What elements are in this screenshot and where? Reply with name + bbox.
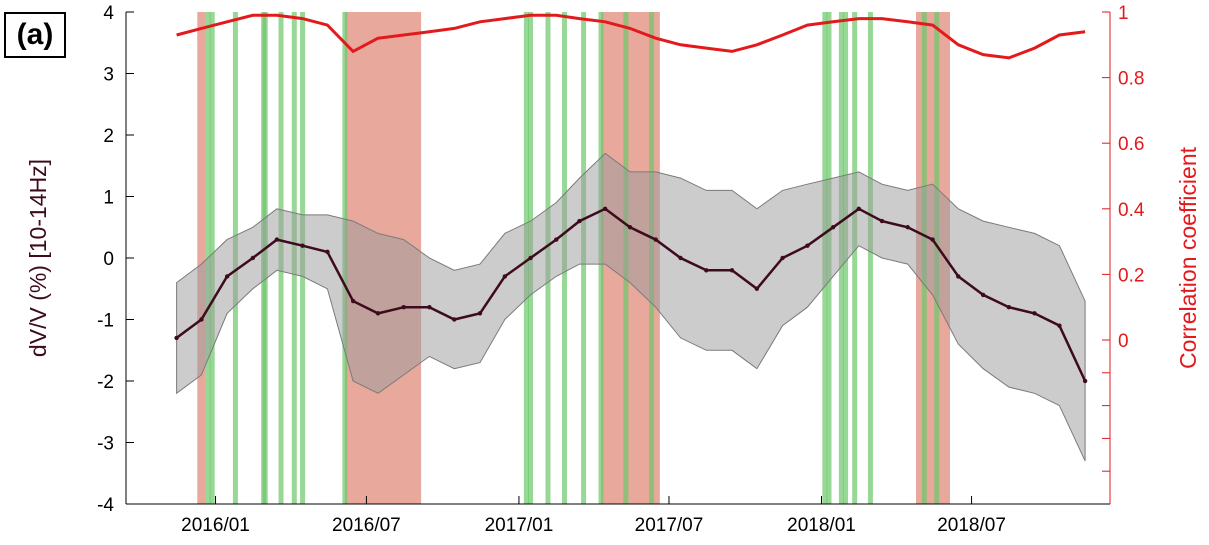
dvv-uncertainty-band	[176, 152, 1086, 462]
dvv-point	[627, 225, 633, 230]
y-left-tick-label: 0	[103, 249, 114, 270]
dvv-point	[780, 255, 785, 261]
dvv-point	[224, 274, 230, 279]
green-event-marker	[852, 12, 858, 504]
dvv-point	[678, 255, 683, 261]
y-left-tick-label: 2	[103, 126, 114, 147]
dvv-point	[477, 311, 483, 316]
dvv-point	[602, 206, 608, 211]
dvv-point	[754, 286, 760, 291]
dvv-point	[1006, 305, 1012, 310]
y-axis-right-title: Correlation coefficient	[1175, 146, 1201, 369]
y-left-tick-label: 4	[103, 3, 114, 24]
y-left-tick-label: -2	[97, 372, 114, 393]
dvv-point	[1057, 323, 1062, 328]
dvv-point	[905, 225, 910, 230]
dvv-point	[1082, 378, 1088, 384]
dvv-point	[729, 268, 735, 273]
dvv-point	[856, 206, 862, 211]
y-right-tick-label: 0.4	[1118, 200, 1145, 221]
dvv-point	[300, 243, 305, 248]
y-left-tick-label: -3	[97, 434, 114, 455]
x-tick-label: 2017/01	[485, 515, 554, 536]
y-right-tick-label: 0.6	[1118, 134, 1144, 155]
dvv-point	[528, 255, 533, 261]
dvv-point	[1032, 311, 1037, 316]
dvv-point	[174, 335, 179, 341]
x-tick-label: 2016/07	[332, 515, 401, 536]
correlation-series-line	[176, 13, 1086, 60]
y-right-tick-label: 0.2	[1118, 265, 1144, 286]
x-tick-label: 2018/07	[937, 515, 1006, 536]
panel-label: (a)	[4, 12, 66, 58]
dvv-point	[653, 237, 658, 242]
axes: -4 -3 -2 -1 0 1 2 3 4 0 0.2 0.4 0.6 0.8 1 2016/01 2016/0…	[97, 3, 1145, 536]
y-left-tick-label: 3	[103, 65, 114, 86]
dvv-point	[350, 298, 356, 304]
series-lines	[174, 13, 1088, 384]
dvv-point	[452, 317, 457, 322]
x-tick-label: 2017/07	[635, 515, 704, 536]
x-tick-label: 2018/01	[787, 515, 856, 536]
y-left-tick-label: 1	[103, 188, 114, 209]
y-axis-left-title: dV/V (%) [10-14Hz]	[25, 159, 51, 357]
uncertainty-band	[176, 152, 1086, 462]
dvv-point	[375, 311, 381, 316]
green-event-marker	[867, 12, 873, 504]
y-right-tick-label: 0.8	[1118, 69, 1144, 90]
y-right-tick-label: 1	[1118, 3, 1129, 24]
y-right-tick-label: 0	[1118, 331, 1129, 352]
dvv-point	[805, 243, 810, 248]
y-left-tick-label: -1	[97, 311, 114, 332]
dvv-point	[879, 218, 885, 224]
dvv-point	[830, 225, 836, 230]
dvv-point	[554, 237, 559, 242]
dvv-point	[401, 305, 406, 310]
dvv-point	[502, 274, 508, 279]
dvv-point	[577, 218, 582, 224]
dvv-point	[930, 237, 935, 242]
dvv-point	[274, 237, 280, 242]
dvv-point	[980, 292, 986, 298]
dvv-point	[704, 268, 709, 273]
dvv-point	[956, 274, 961, 279]
dvv-point	[427, 305, 432, 310]
dvv-point	[250, 255, 256, 261]
y-left-tick-label: -4	[97, 495, 114, 516]
red-shaded-period	[197, 12, 206, 504]
dvv-point	[199, 317, 204, 322]
dvv-point	[325, 249, 330, 255]
x-tick-label: 2016/01	[181, 515, 250, 536]
